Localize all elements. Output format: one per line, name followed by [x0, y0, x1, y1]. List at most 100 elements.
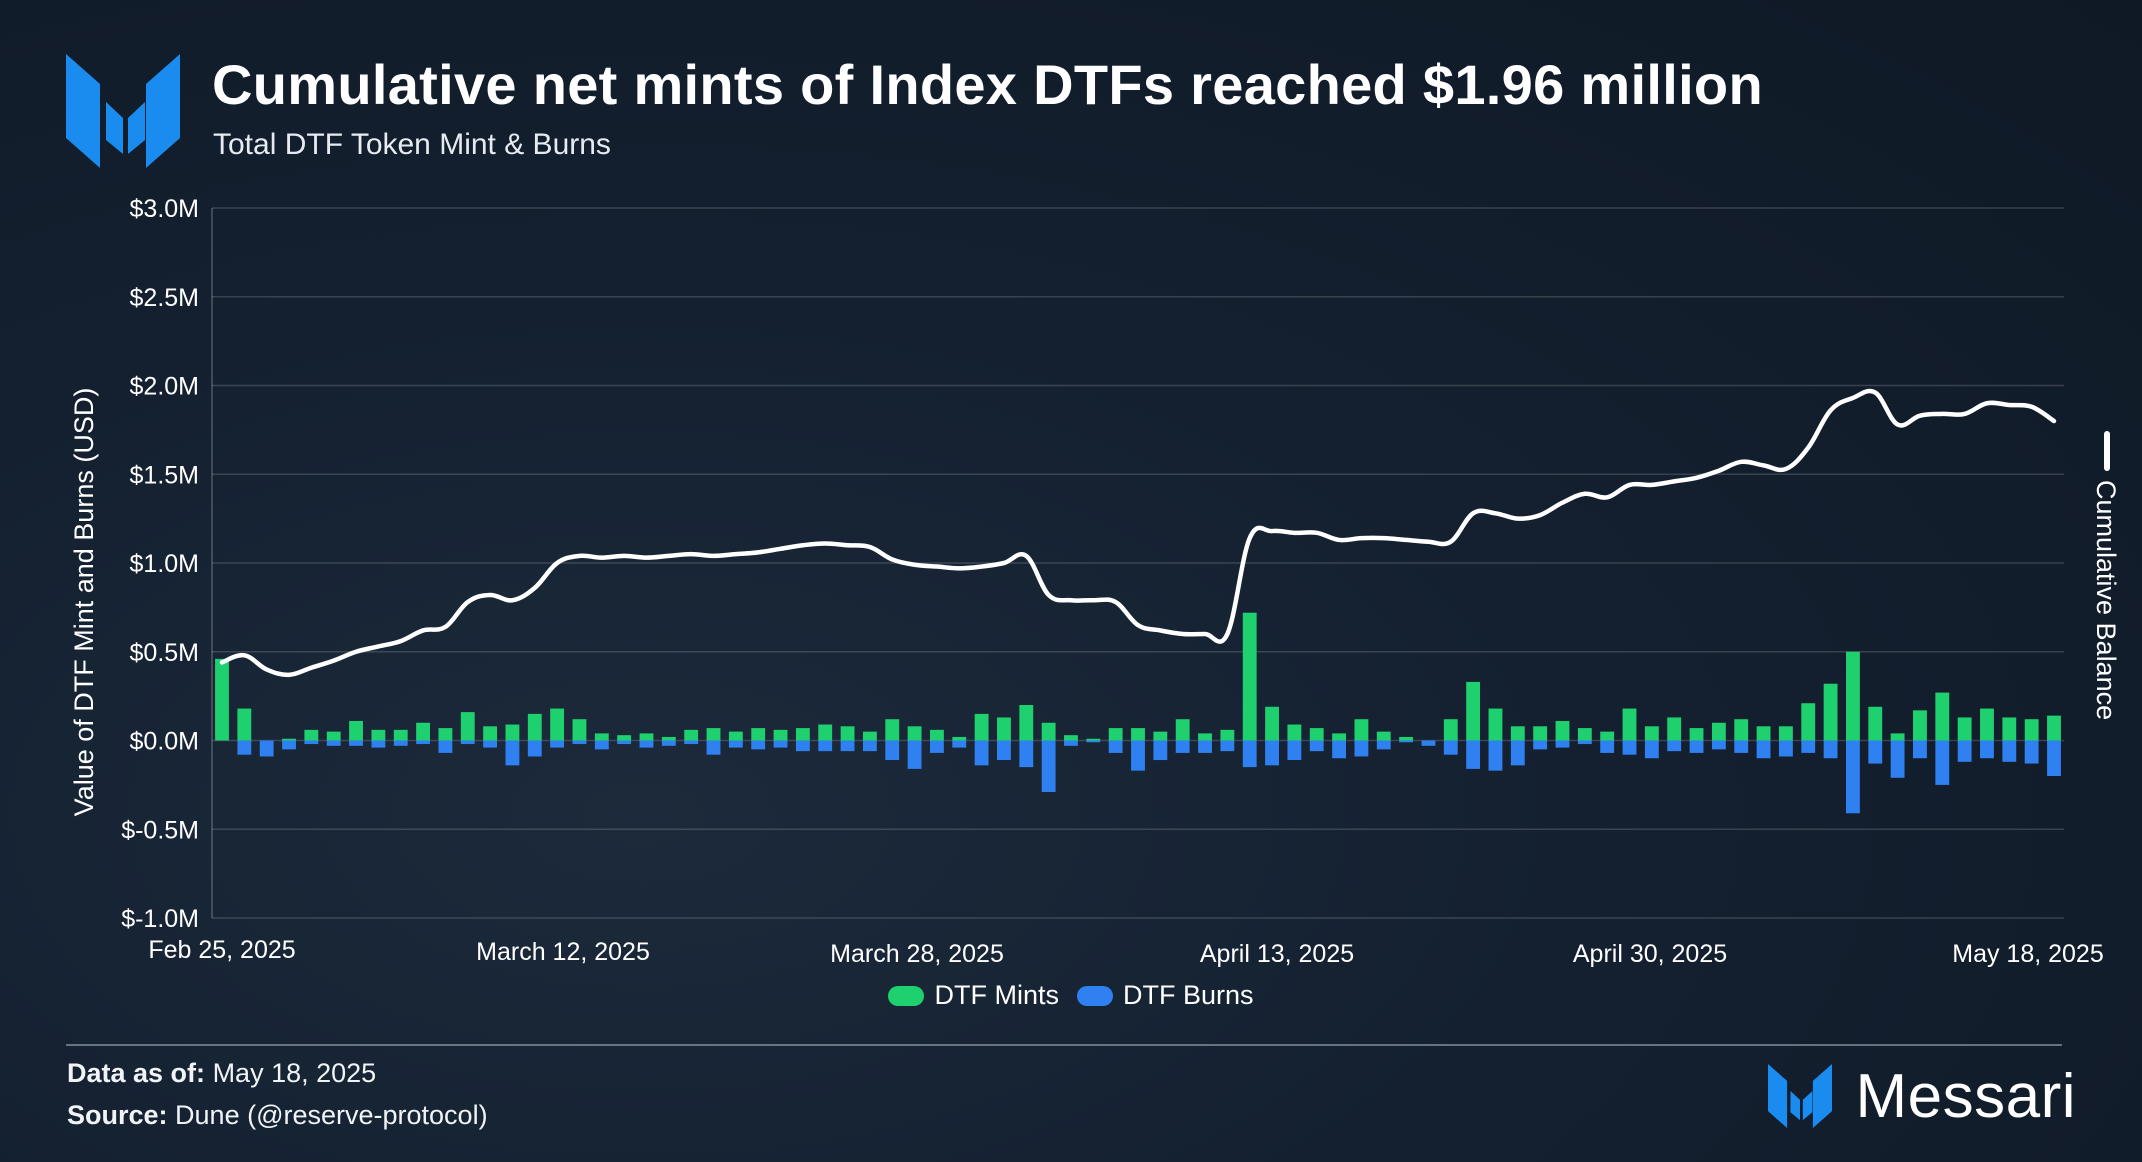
burn-bar: [1667, 740, 1682, 752]
mint-bar: [728, 731, 743, 741]
burn-bar: [1332, 740, 1346, 759]
chart-subtitle: Total DTF Token Mint & Burns: [213, 128, 611, 161]
mint-bar: [594, 733, 609, 741]
y-tick-label: $1.0M: [130, 550, 199, 578]
mint-bar: [1689, 728, 1704, 741]
legend-item-mints: DTF Mints: [888, 980, 1059, 1011]
burn-bar: [862, 740, 877, 752]
mint-bar: [505, 724, 520, 741]
messari-logo-icon: [1768, 1064, 1833, 1128]
burn-bar: [1175, 740, 1190, 753]
mint-bar: [1287, 724, 1302, 741]
mint-bar: [885, 719, 900, 741]
legend-item-burns: DTF Burns: [1076, 980, 1254, 1011]
y-tick-label: $0.0M: [130, 728, 199, 756]
x-tick-label: April 30, 2025: [1573, 940, 1727, 968]
mint-bar: [460, 712, 475, 741]
burn-bar: [2002, 740, 2017, 762]
legend: DTF Mints DTF Burns: [0, 980, 2142, 1011]
burn-bar: [505, 740, 520, 766]
cumulative-balance-line: [219, 388, 2057, 678]
burn-bar: [1555, 740, 1570, 748]
burn-bar: [684, 740, 699, 745]
mint-bar: [617, 735, 632, 741]
mint-bar: [1220, 729, 1235, 741]
messari-brand: Messari: [1767, 1060, 2076, 1132]
burn-bar: [1622, 740, 1637, 755]
mint-bar: [840, 726, 855, 741]
mint-bar: [1332, 733, 1346, 741]
burn-bar: [907, 740, 922, 769]
y-axis-label: Value of DTF Mint and Burns (USD): [69, 388, 99, 817]
mint-bar: [706, 728, 721, 741]
burn-bar: [259, 740, 274, 757]
mint-bar: [639, 733, 654, 741]
burn-bar: [706, 740, 721, 755]
mint-bar: [1488, 708, 1503, 741]
mint-bar: [930, 729, 944, 741]
burn-bar: [1376, 740, 1391, 750]
burn-bar: [1443, 740, 1458, 755]
mint-bar: [1846, 651, 1860, 741]
burn-bar: [728, 740, 743, 748]
mint-bar: [795, 728, 810, 741]
burn-bar: [1064, 740, 1078, 746]
y-tick-label: $3.0M: [130, 195, 199, 223]
burn-bar: [1309, 740, 1324, 752]
mint-bar: [1265, 706, 1279, 741]
mint-bar: [304, 729, 319, 741]
mint-bar: [1980, 708, 1994, 741]
burn-bar: [326, 740, 341, 746]
chart-title: Cumulative net mints of Index DTFs reach…: [212, 53, 1763, 116]
mint-bar: [1801, 703, 1816, 741]
source-label: Source:: [67, 1100, 168, 1130]
mint-bar: [1577, 728, 1592, 741]
mint-bar: [751, 728, 766, 741]
mint-bar: [2024, 719, 2039, 741]
mint-bar: [1935, 692, 1950, 741]
bars: [215, 612, 2061, 814]
mint-bar: [1108, 728, 1123, 741]
burn-bar: [1399, 740, 1414, 743]
legend-label-burns: DTF Burns: [1122, 980, 1254, 1010]
mint-bar: [1823, 683, 1838, 741]
mint-bar: [1086, 738, 1101, 741]
burn-bar: [527, 740, 542, 757]
mint-bar: [1778, 726, 1793, 741]
burn-bar: [349, 740, 363, 746]
burn-bar: [393, 740, 408, 746]
mint-bar: [349, 720, 363, 741]
burn-bar: [1823, 740, 1838, 759]
x-tick-label: March 12, 2025: [476, 938, 650, 966]
mint-bar: [1667, 717, 1682, 741]
mint-bar: [2002, 717, 2017, 741]
burn-bar: [1935, 740, 1950, 785]
y2-legend: Cumulative Balance: [2091, 431, 2121, 720]
burn-bar: [460, 740, 475, 745]
mint-bar: [862, 731, 877, 741]
burn-bar: [1577, 740, 1592, 745]
burn-bar: [1510, 740, 1525, 766]
burn-bar: [773, 740, 788, 748]
mint-bar: [326, 731, 341, 741]
chart-area: $3.0M $2.5M $2.0M $1.5M $1.0M $0.5M $0.0M $-0.5…: [69, 195, 2121, 968]
x-tick-labels: Feb 25, 2025 March 12, 2025 March 28, 2025…: [148, 936, 2103, 968]
burn-bar: [237, 740, 252, 755]
mint-bar: [1175, 719, 1190, 741]
mint-bar: [1443, 719, 1458, 741]
y-tick-label: $-0.5M: [121, 816, 199, 844]
burn-bar: [1801, 740, 1816, 753]
burn-bar: [1533, 740, 1548, 750]
x-tick-label: April 13, 2025: [1200, 940, 1354, 968]
mint-bar: [572, 719, 587, 741]
mint-bar: [1153, 731, 1168, 741]
mint-bar: [1644, 726, 1659, 741]
burn-bar: [840, 740, 855, 752]
burn-bar: [930, 740, 944, 753]
mint-bar: [1711, 722, 1726, 741]
mint-bar: [1354, 719, 1369, 741]
brand-name: Messari: [1855, 1061, 2076, 1131]
burn-bar: [751, 740, 766, 750]
burn-bar: [885, 740, 900, 761]
mint-bar: [527, 713, 542, 741]
